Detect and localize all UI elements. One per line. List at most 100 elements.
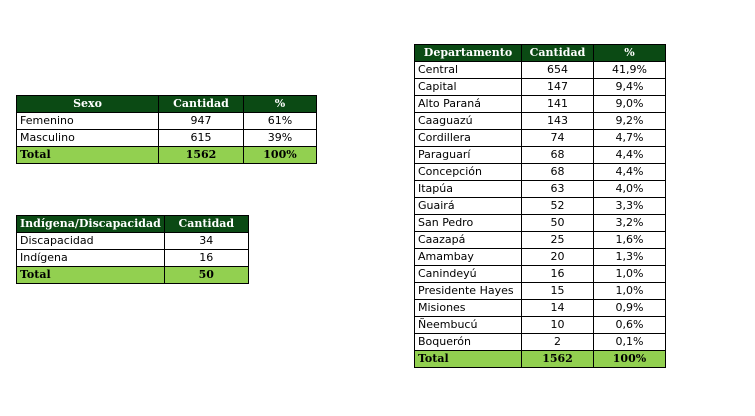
row-percent: 0,6% — [593, 316, 666, 334]
total-row: Total 1562 100% — [16, 146, 317, 164]
row-percent: 1,0% — [593, 282, 666, 300]
row-cantidad: 654 — [521, 61, 594, 79]
row-cantidad: 947 — [158, 112, 244, 130]
row-cantidad: 14 — [521, 299, 594, 317]
row-cantidad: 2 — [521, 333, 594, 351]
row-label: Caazapá — [414, 231, 522, 249]
row-percent: 4,4% — [593, 146, 666, 164]
row-percent: 4,7% — [593, 129, 666, 147]
row-label: Cordillera — [414, 129, 522, 147]
table-row: Amambay 20 1,3% — [414, 248, 666, 266]
row-cantidad: 63 — [521, 180, 594, 198]
row-cantidad: 147 — [521, 78, 594, 96]
table-row: Cordillera 74 4,7% — [414, 129, 666, 147]
table-row: Indígena 16 — [16, 249, 249, 267]
row-label: Misiones — [414, 299, 522, 317]
row-label: Central — [414, 61, 522, 79]
row-percent: 4,4% — [593, 163, 666, 181]
row-cantidad: 15 — [521, 282, 594, 300]
total-label: Total — [16, 266, 165, 284]
row-percent: 9,4% — [593, 78, 666, 96]
sexo-table: Sexo Cantidad % Femenino 947 61% Masculi… — [16, 95, 317, 164]
table-row: Caaguazú 143 9,2% — [414, 112, 666, 130]
row-percent: 39% — [243, 129, 317, 147]
row-label: Canindeyú — [414, 265, 522, 283]
row-percent: 9,2% — [593, 112, 666, 130]
row-label: Paraguarí — [414, 146, 522, 164]
row-label: Masculino — [16, 129, 159, 147]
row-label: Caaguazú — [414, 112, 522, 130]
header-indigena: Indígena/Discapacidad — [16, 215, 165, 233]
row-percent: 3,3% — [593, 197, 666, 215]
total-label: Total — [414, 350, 522, 368]
header-cantidad: Cantidad — [521, 44, 594, 62]
row-label: San Pedro — [414, 214, 522, 232]
row-cantidad: 52 — [521, 197, 594, 215]
row-cantidad: 143 — [521, 112, 594, 130]
table-row: Central 654 41,9% — [414, 61, 666, 79]
total-row: Total 1562 100% — [414, 350, 666, 368]
table-row: Concepción 68 4,4% — [414, 163, 666, 181]
row-label: Boquerón — [414, 333, 522, 351]
header-cantidad: Cantidad — [163, 215, 249, 233]
table-row: Ñeembucú 10 0,6% — [414, 316, 666, 334]
row-label: Femenino — [16, 112, 159, 130]
table-row: Alto Paraná 141 9,0% — [414, 95, 666, 113]
departamento-table: Departamento Cantidad % Central 654 41,9% C… — [414, 44, 666, 368]
table-row: Presidente Hayes 15 1,0% — [414, 282, 666, 300]
total-cantidad: 50 — [163, 266, 249, 284]
row-percent: 0,9% — [593, 299, 666, 317]
table-row: Discapacidad 34 — [16, 232, 249, 250]
row-percent: 1,0% — [593, 265, 666, 283]
row-label: Presidente Hayes — [414, 282, 522, 300]
row-percent: 41,9% — [593, 61, 666, 79]
row-percent: 0,1% — [593, 333, 666, 351]
row-percent: 9,0% — [593, 95, 666, 113]
table-row: Masculino 615 39% — [16, 129, 317, 147]
row-label: Guairá — [414, 197, 522, 215]
row-label: Itapúa — [414, 180, 522, 198]
row-cantidad: 25 — [521, 231, 594, 249]
header-cantidad: Cantidad — [158, 95, 244, 113]
row-percent: 1,6% — [593, 231, 666, 249]
table-row: Femenino 947 61% — [16, 112, 317, 130]
row-label: Ñeembucú — [414, 316, 522, 334]
row-label: Capital — [414, 78, 522, 96]
row-cantidad: 16 — [163, 249, 249, 267]
header-percent: % — [243, 95, 317, 113]
table-row: Misiones 14 0,9% — [414, 299, 666, 317]
total-label: Total — [16, 146, 159, 164]
table-row: Paraguarí 68 4,4% — [414, 146, 666, 164]
table-row: Canindeyú 16 1,0% — [414, 265, 666, 283]
row-label: Indígena — [16, 249, 165, 267]
row-cantidad: 10 — [521, 316, 594, 334]
total-percent: 100% — [243, 146, 317, 164]
row-cantidad: 74 — [521, 129, 594, 147]
header-sexo: Sexo — [16, 95, 159, 113]
table-row: San Pedro 50 3,2% — [414, 214, 666, 232]
row-label: Discapacidad — [16, 232, 165, 250]
indigena-table: Indígena/Discapacidad Cantidad Discapaci… — [16, 215, 249, 284]
total-cantidad: 1562 — [521, 350, 594, 368]
table-row: Boquerón 2 0,1% — [414, 333, 666, 351]
row-cantidad: 20 — [521, 248, 594, 266]
total-row: Total 50 — [16, 266, 249, 284]
header-percent: % — [593, 44, 666, 62]
row-cantidad: 141 — [521, 95, 594, 113]
row-cantidad: 615 — [158, 129, 244, 147]
total-cantidad: 1562 — [158, 146, 244, 164]
row-percent: 4,0% — [593, 180, 666, 198]
row-cantidad: 68 — [521, 163, 594, 181]
table-row: Guairá 52 3,3% — [414, 197, 666, 215]
table-row: Capital 147 9,4% — [414, 78, 666, 96]
table-header-row: Departamento Cantidad % — [414, 44, 666, 62]
row-label: Amambay — [414, 248, 522, 266]
row-label: Alto Paraná — [414, 95, 522, 113]
row-cantidad: 68 — [521, 146, 594, 164]
table-header-row: Sexo Cantidad % — [16, 95, 317, 113]
total-percent: 100% — [593, 350, 666, 368]
row-cantidad: 34 — [163, 232, 249, 250]
header-departamento: Departamento — [414, 44, 522, 62]
table-row: Caazapá 25 1,6% — [414, 231, 666, 249]
row-percent: 3,2% — [593, 214, 666, 232]
